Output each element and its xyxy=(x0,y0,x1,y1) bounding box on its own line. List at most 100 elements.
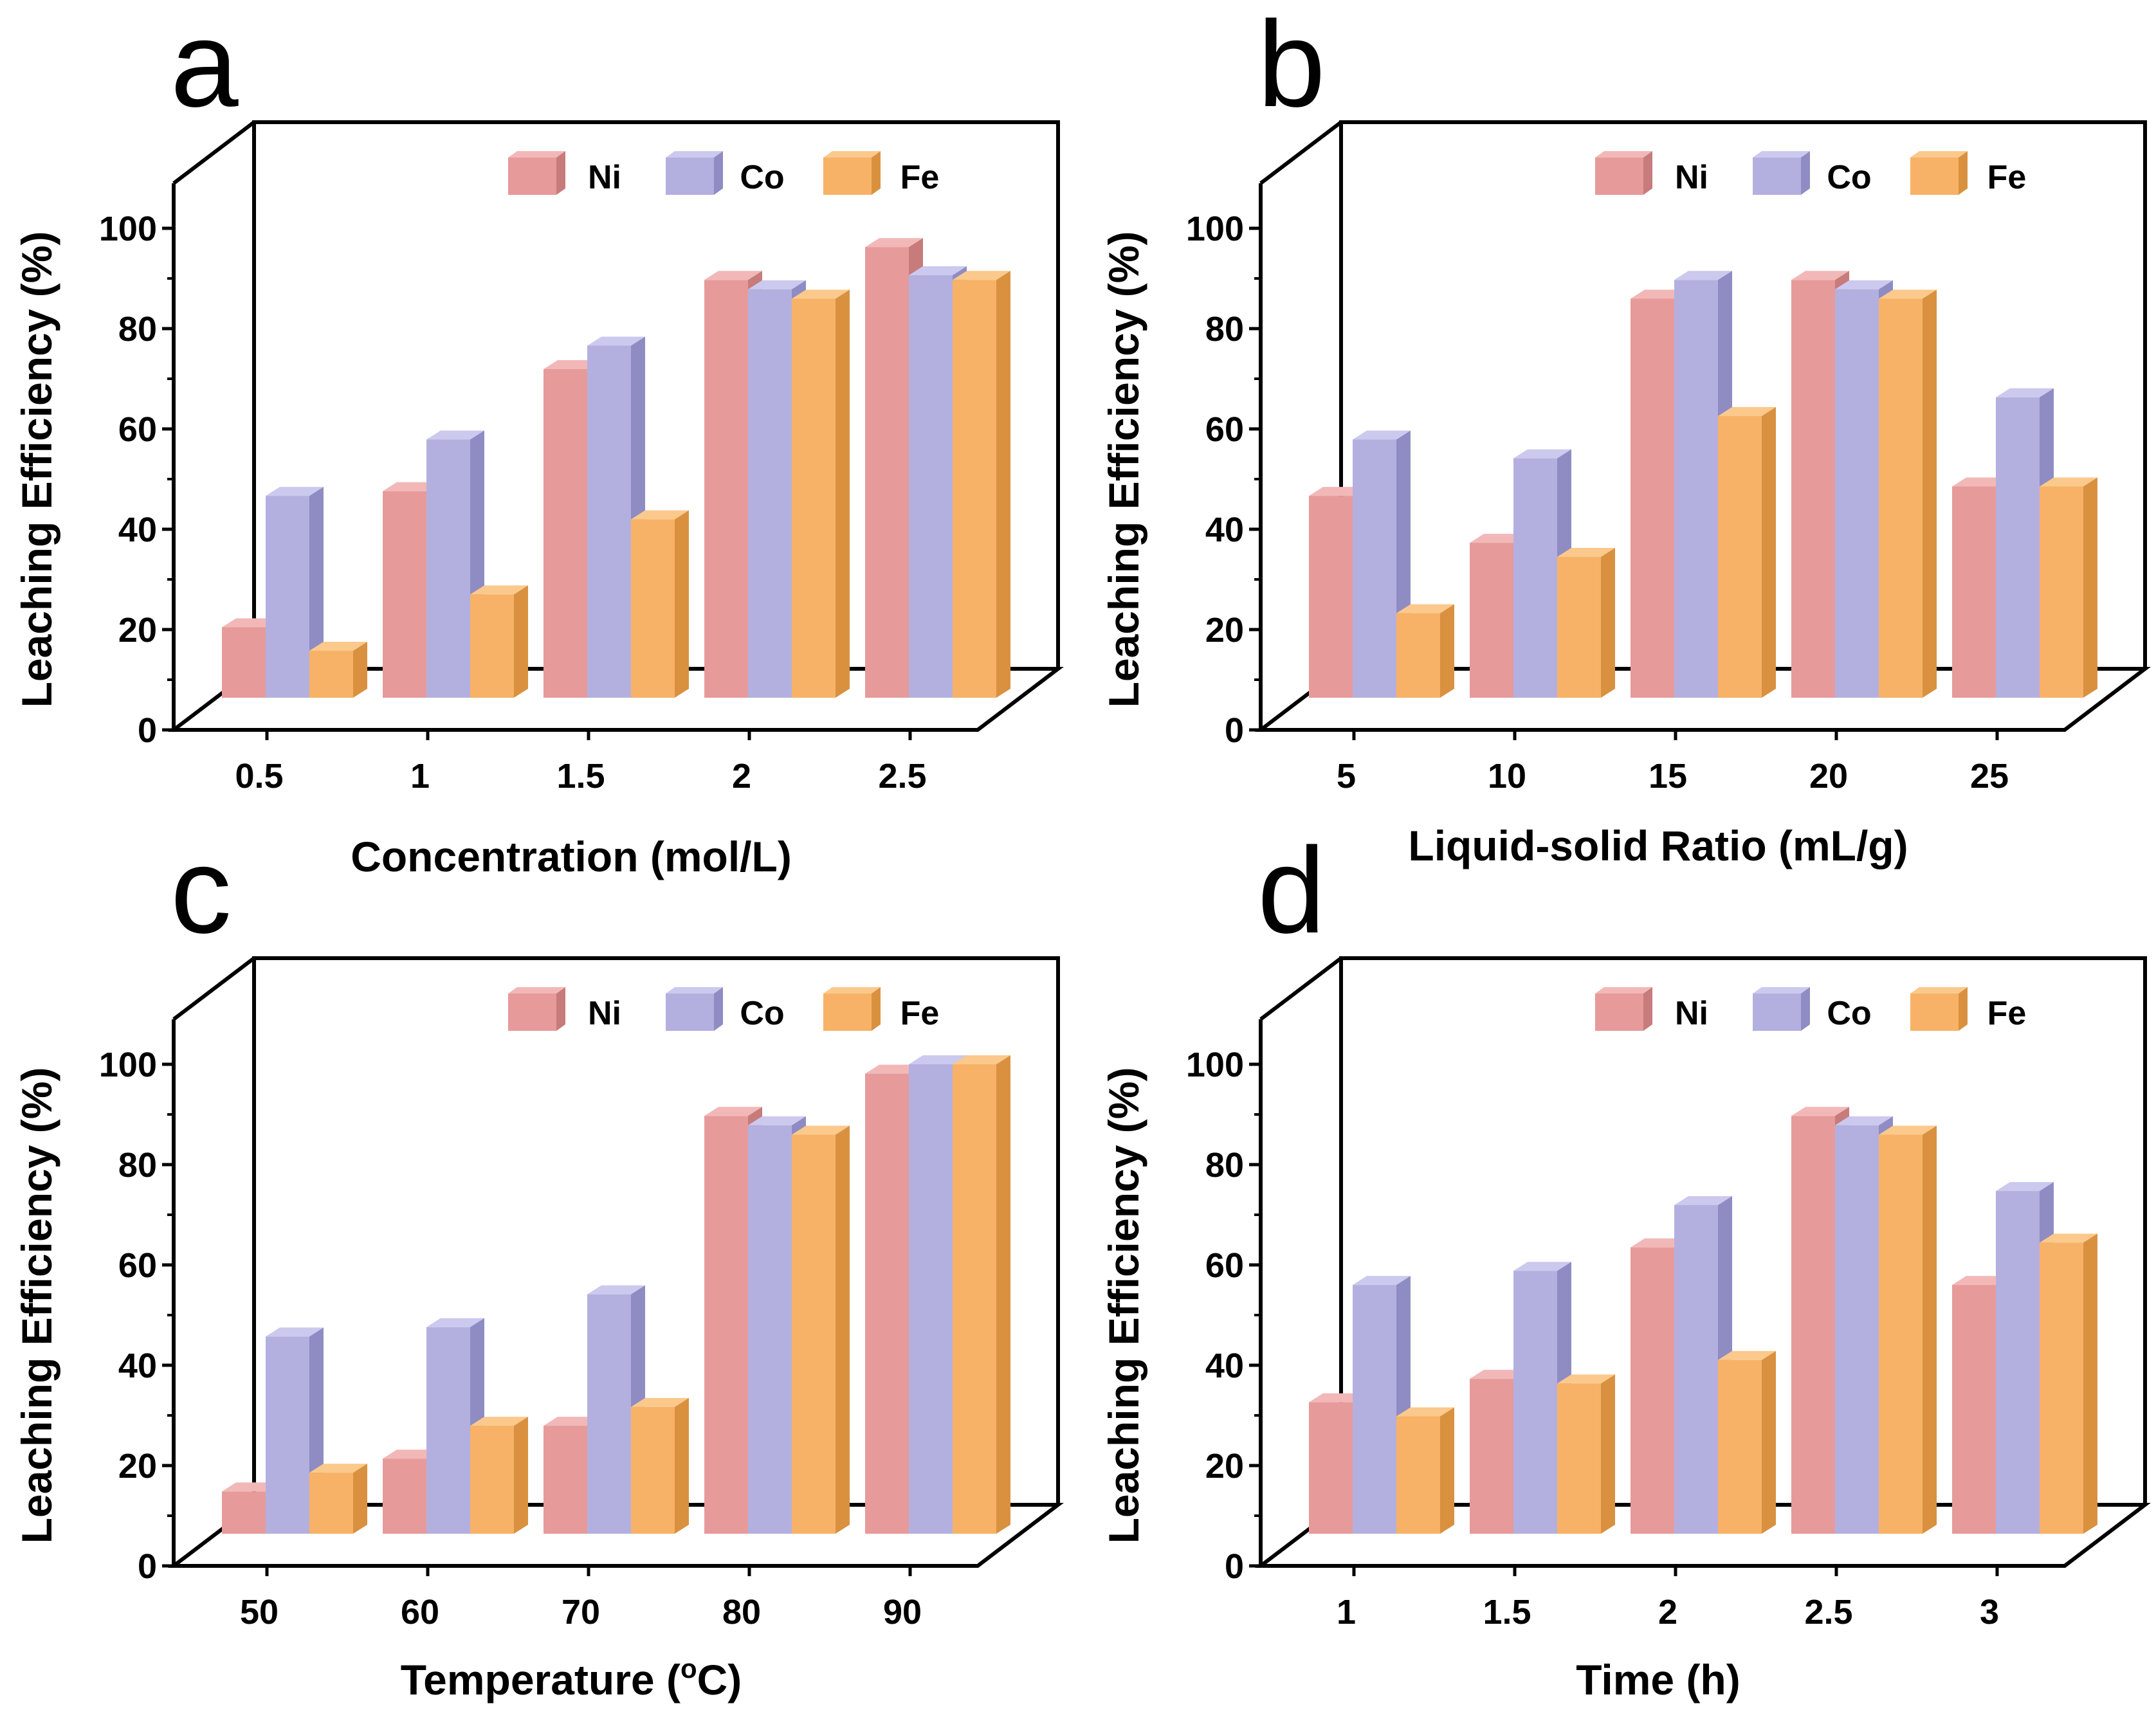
legend-label: Fe xyxy=(1987,995,2027,1032)
bar-side-face xyxy=(2083,477,2097,698)
bar-co-10 xyxy=(1513,449,1571,698)
y-axis-title: Leaching Efficiency (%) xyxy=(13,232,60,708)
bar-fe-5 xyxy=(1396,604,1454,698)
legend-swatch xyxy=(1910,158,1959,195)
legend-swatch-top xyxy=(1910,151,1968,158)
bar-fe-1 xyxy=(470,585,528,698)
bar-top-face xyxy=(748,280,806,289)
bar-front-face xyxy=(1718,416,1762,698)
legend-swatch-top xyxy=(823,151,881,158)
bar-front-face xyxy=(1952,486,1996,698)
bar-top-face xyxy=(1791,271,1849,280)
x-tick-label: 2 xyxy=(732,757,751,795)
bar-front-face xyxy=(1631,1247,1674,1534)
bar-front-face xyxy=(1791,280,1835,698)
legend-label: Ni xyxy=(1675,159,1708,196)
bar-top-face xyxy=(631,510,689,520)
bar-front-face xyxy=(544,369,587,698)
bar-fe-25 xyxy=(2040,477,2097,698)
y-axis-title: Leaching Efficiency (%) xyxy=(1100,232,1147,708)
y-tick-labels: 0 20 40 60 80 100 xyxy=(1186,1046,1244,1586)
bar-top-face xyxy=(1470,1370,1528,1379)
x-tick-label: 1.5 xyxy=(556,757,605,795)
x-tick-labels: 5 10 15 20 25 xyxy=(1337,757,2009,795)
bar-co-50 xyxy=(266,1327,324,1534)
bar-top-face xyxy=(1353,430,1411,440)
bar-top-face xyxy=(1952,1276,2010,1285)
bar-front-face xyxy=(1557,1383,1601,1534)
legend-label: Fe xyxy=(900,159,940,196)
legend-swatch-top xyxy=(666,987,723,994)
bar-top-face xyxy=(1835,280,1893,289)
x-axis-title: Temperature (oC) xyxy=(401,1653,742,1703)
bar-top-face xyxy=(2040,1233,2097,1243)
y-tick-label: 0 xyxy=(1225,1547,1244,1586)
bar-top-face xyxy=(383,482,441,491)
top-depth-edge xyxy=(1259,956,1342,1021)
bar-side-face xyxy=(514,585,528,698)
top-depth-edge xyxy=(1259,120,1342,185)
bar-side-face xyxy=(1762,1350,1776,1534)
bar-top-face xyxy=(1631,289,1688,299)
bar-top-face xyxy=(704,271,762,280)
bar-front-face xyxy=(1674,280,1718,698)
bar-fe-20 xyxy=(1879,289,1937,698)
x-axis-title-end: C) xyxy=(697,1656,742,1703)
bar-front-face xyxy=(1396,613,1440,698)
x-axis-title-main: Temperature ( xyxy=(401,1656,681,1703)
legend-swatch-side xyxy=(714,151,723,195)
x-tick-label: 2 xyxy=(1658,1593,1677,1631)
panel-letter-d: d xyxy=(1257,822,1326,959)
bar-top-face xyxy=(309,642,367,651)
x-tick-label: 70 xyxy=(562,1593,600,1631)
x-tick-label: 1 xyxy=(410,757,430,795)
x-axis-title: Time (h) xyxy=(1576,1656,1740,1703)
legend-swatch xyxy=(1595,158,1643,195)
bar-front-face xyxy=(587,345,631,698)
bar-front-face xyxy=(470,1426,514,1534)
legend-swatch-top xyxy=(508,987,565,994)
bar-top-face xyxy=(1631,1238,1688,1248)
y-tick-labels: 0 20 40 60 80 100 xyxy=(99,1046,157,1586)
bar-front-face xyxy=(1674,1205,1718,1534)
x-tick-label: 25 xyxy=(1970,757,2009,795)
bar-front-face xyxy=(1952,1285,1996,1534)
x-tick-labels: 1 1.5 2 2.5 3 xyxy=(1337,1593,1999,1631)
y-tick-label: 100 xyxy=(99,1046,157,1084)
bar-top-face xyxy=(1396,1407,1454,1417)
legend: Ni Co Fe xyxy=(1595,987,2026,1032)
bar-front-face xyxy=(1309,1402,1353,1534)
bar-front-face xyxy=(1996,1191,2040,1534)
y-tick-label: 80 xyxy=(1205,310,1244,349)
bar-front-face xyxy=(1396,1416,1440,1534)
bar-top-face xyxy=(865,1064,923,1074)
legend-swatch xyxy=(666,994,714,1031)
bars-group xyxy=(222,238,1010,698)
bar-side-face xyxy=(836,289,850,698)
legend-swatch-side xyxy=(556,987,565,1031)
y-tick-label: 40 xyxy=(1205,1347,1244,1385)
y-tick-label: 100 xyxy=(1186,210,1244,248)
bar-top-face xyxy=(1557,1374,1615,1384)
y-axis-title: Leaching Efficiency (%) xyxy=(1100,1067,1147,1544)
bar-top-face xyxy=(383,1449,441,1459)
legend-swatch xyxy=(1910,994,1959,1031)
bar-top-face xyxy=(1879,1125,1937,1135)
bar-top-face xyxy=(222,1482,280,1492)
y-tick-label: 60 xyxy=(1205,410,1244,449)
bar-top-face xyxy=(1996,1182,2054,1192)
y-tick-label: 20 xyxy=(1205,611,1244,650)
bar-top-face xyxy=(1835,1116,1893,1125)
bar-front-face xyxy=(266,496,309,698)
bar-side-face xyxy=(514,1417,528,1534)
y-tick-label: 60 xyxy=(1205,1246,1244,1285)
legend-swatch-side xyxy=(1959,987,1968,1031)
legend-swatch xyxy=(823,158,872,195)
bar-top-face xyxy=(909,266,967,275)
bar-front-face xyxy=(792,298,836,698)
legend-swatch xyxy=(1753,994,1801,1031)
plot-frame xyxy=(162,956,1064,1576)
bar-fe-1.5 xyxy=(1557,1374,1615,1534)
panel-a: a 0 20 40 60 80 100 0.5 1 1.5 2 2.5 Ni Co Fe Leachi… xyxy=(13,0,1064,880)
